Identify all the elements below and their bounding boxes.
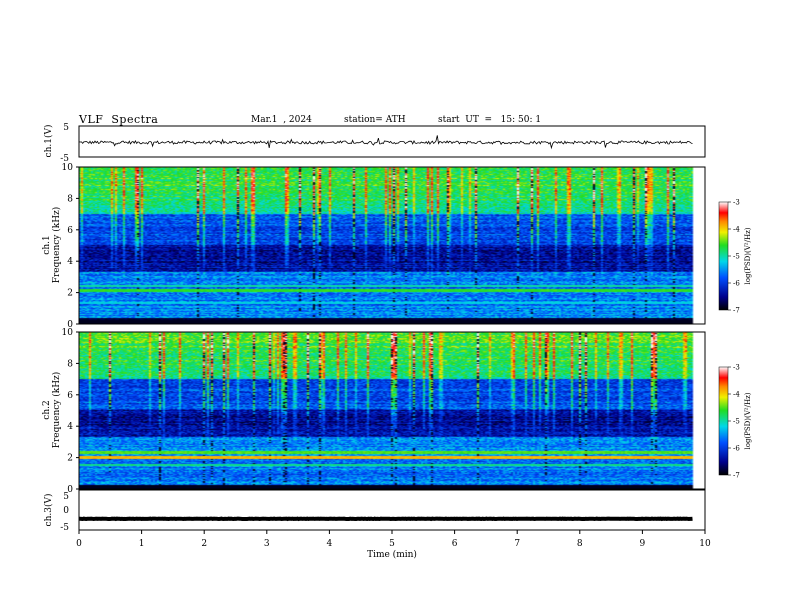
ch1-ytick-bottom: -5 (60, 154, 69, 164)
time-axis-label: Time (min) (367, 549, 417, 560)
ch1-spectrogram-frame (78, 166, 706, 325)
ch1-waveform-line (78, 135, 693, 150)
ch1-colorbar-label: log(PSD)(V²/Hz) (744, 227, 752, 284)
ch3-ytick-minus5: -5 (60, 523, 69, 533)
time-tick-label-6: 6 (452, 539, 458, 549)
ch2-ytick-label-5: 10 (62, 328, 74, 338)
ch1-cb-tick-label-4: -7 (733, 307, 740, 315)
ch2-spectrogram-frame (78, 331, 706, 490)
ch1-cb-tick-label-0: -3 (733, 199, 740, 207)
ch1-channel-label: ch.1 (42, 235, 52, 254)
time-tick-label-10: 10 (699, 539, 711, 549)
time-tick-label-2: 2 (201, 539, 207, 549)
ch1-waveform-frame (78, 125, 706, 158)
ch3-waveform-panel: 5 0 -5 ch.3(V) 0 1 2 3 4 5 6 7 8 9 10 Time (min) (43, 489, 711, 560)
time-tick-label-7: 7 (514, 539, 520, 549)
ch1-spectrogram-ylabel: Frequency (kHz) (51, 207, 62, 284)
time-tick-label-9: 9 (640, 539, 646, 549)
ch2-cb-tick-label-0: -3 (733, 364, 740, 372)
ch1-cb-tick-label-3: -6 (733, 280, 740, 288)
ch1-colorbar (718, 201, 729, 311)
ch3-waveform-frame (78, 489, 706, 531)
ch1-ytick-label-0: 0 (67, 320, 73, 330)
ch1-ytick-label-4: 8 (67, 194, 73, 204)
figure-title: VLF Spectra (79, 113, 159, 126)
ch2-ytick-label-4: 8 (67, 359, 73, 369)
ch2-ytick-label-1: 2 (67, 454, 73, 464)
station-label: station= ATH (344, 115, 406, 125)
ch2-cb-tick-label-1: -4 (733, 391, 740, 399)
ch1-colorbar-ticks: -3 -4 -5 -6 -7 (728, 199, 740, 315)
time-tick-label-1: 1 (139, 539, 145, 549)
ch2-spectrogram-ylabel: Frequency (kHz) (51, 372, 62, 449)
ch3-ytick-0: 0 (63, 506, 69, 516)
ch1-spectrogram-image (79, 167, 705, 324)
ch1-frequency-ticks: 0 2 4 6 8 10 (62, 163, 79, 330)
time-tick-label-4: 4 (327, 539, 333, 549)
ch1-ytick-label-1: 2 (67, 289, 73, 299)
ch2-colorbar-ticks: -3 -4 -5 -6 -7 (728, 364, 740, 480)
date-label: Mar.1 , 2024 (251, 115, 312, 125)
time-axis-ticks: 0 1 2 3 4 5 6 7 8 9 10 (76, 530, 711, 549)
time-tick-label-5: 5 (389, 539, 395, 549)
ch2-colorbar-label: log(PSD)(V²/Hz) (744, 392, 752, 449)
start-time-label: start UT = 15: 50: 1 (438, 115, 542, 125)
ch2-spectrogram-image (79, 332, 705, 489)
ch1-ytick-label-2: 4 (67, 257, 73, 267)
ch2-ytick-label-2: 4 (67, 422, 73, 432)
ch2-cb-tick-label-3: -6 (733, 445, 740, 453)
ch3-waveform-ylabel: ch.3(V) (43, 494, 54, 527)
ch2-ytick-label-3: 6 (67, 391, 73, 401)
ch2-colorbar (718, 366, 729, 476)
ch1-ytick-label-5: 10 (62, 163, 74, 173)
time-tick-label-8: 8 (577, 539, 583, 549)
ch1-ytick-label-3: 6 (67, 226, 73, 236)
ch1-waveform-ylabel: ch.1(V) (43, 125, 54, 158)
ch1-cb-tick-label-1: -4 (733, 226, 740, 234)
ch1-cb-tick-label-2: -5 (733, 253, 740, 261)
ch2-cb-tick-label-2: -5 (733, 418, 740, 426)
ch3-ytick-5: 5 (63, 492, 69, 502)
ch2-channel-label: ch.2 (42, 400, 52, 419)
ch1-waveform-panel: 5 -5 ch.1(V) (43, 123, 706, 164)
ch1-ytick-top: 5 (63, 123, 69, 133)
ch2-cb-tick-label-4: -7 (733, 472, 740, 480)
time-tick-label-0: 0 (76, 539, 82, 549)
ch2-ytick-label-0: 0 (67, 485, 73, 495)
ch2-frequency-ticks: 0 2 4 6 8 10 (62, 328, 79, 495)
time-tick-label-3: 3 (264, 539, 270, 549)
